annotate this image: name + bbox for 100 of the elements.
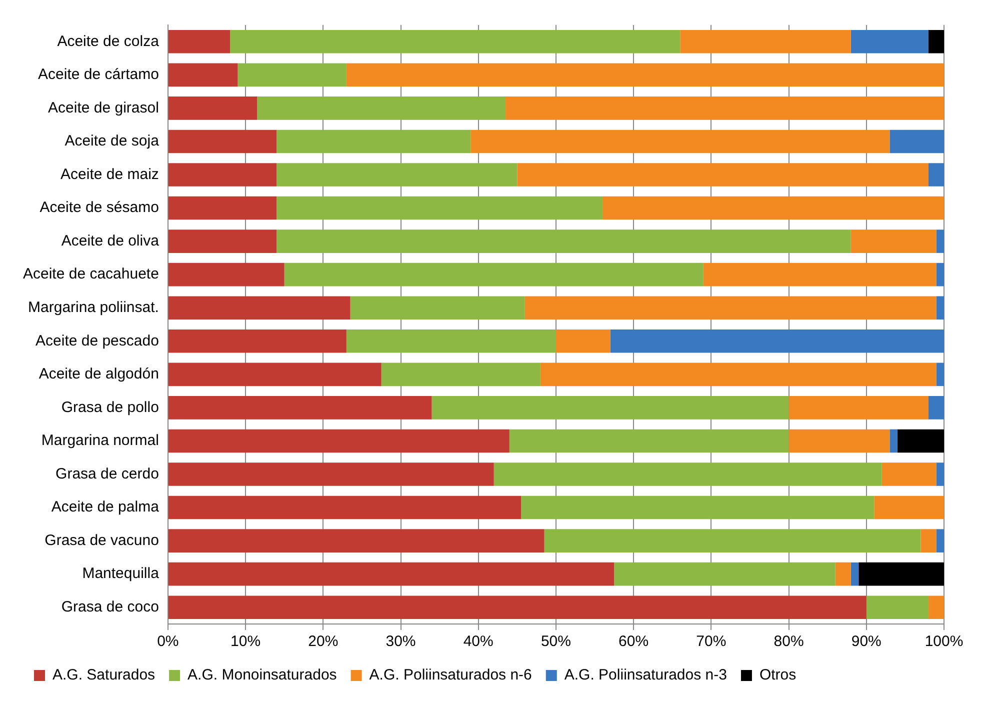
bar xyxy=(276,163,518,186)
y-tick-label: Aceite de cacahuete xyxy=(22,266,159,283)
legend-label: Otros xyxy=(759,666,796,684)
y-tick-label: Grasa de coco xyxy=(61,598,159,616)
bar xyxy=(890,130,944,154)
bar xyxy=(936,529,944,552)
bar xyxy=(168,296,350,320)
x-tick-label: 20% xyxy=(308,633,338,650)
y-tick-label: Aceite de girasol xyxy=(48,99,159,116)
bar xyxy=(168,396,432,420)
bar xyxy=(276,130,471,154)
x-tick-label: 80% xyxy=(774,633,804,650)
x-tick-label: 0% xyxy=(157,633,179,650)
bar xyxy=(890,429,898,453)
bar xyxy=(168,496,522,520)
bar xyxy=(470,130,890,154)
bar xyxy=(928,396,944,420)
bar xyxy=(257,96,506,120)
bar xyxy=(882,462,936,486)
bar xyxy=(168,196,277,220)
bar xyxy=(168,230,277,253)
bar xyxy=(276,230,851,253)
bar xyxy=(168,163,277,186)
y-tick-label: Aceite de sésamo xyxy=(40,199,159,216)
legend-label: A.G. Monoinsaturados xyxy=(188,666,337,684)
x-tick-label: 30% xyxy=(386,633,416,650)
bar xyxy=(680,30,851,54)
bar xyxy=(168,529,544,552)
bar xyxy=(276,196,603,220)
bar xyxy=(284,262,704,286)
legend-label: A.G. Saturados xyxy=(52,666,156,684)
y-tick-label: Aceite de maiz xyxy=(60,166,159,183)
x-tick-label: 100% xyxy=(924,633,964,650)
y-tick-label: Aceite de cártamo xyxy=(38,66,159,84)
bar xyxy=(168,130,277,154)
x-tick-label: 60% xyxy=(618,633,649,650)
y-tick-label: Aceite de colza xyxy=(57,32,160,50)
legend-label: A.G. Poliinsaturados n-3 xyxy=(564,666,727,684)
bar xyxy=(788,396,928,420)
bar xyxy=(381,362,540,386)
bar xyxy=(168,329,346,353)
bar xyxy=(517,163,928,186)
bar xyxy=(928,30,944,54)
bar xyxy=(494,462,882,486)
bar xyxy=(920,529,936,552)
bar xyxy=(788,429,890,453)
bar xyxy=(168,96,258,120)
legend-label: A.G. Poliinsaturados n-6 xyxy=(369,666,532,684)
y-tick-label: Margarina poliinsat. xyxy=(28,299,159,316)
y-tick-label: Aceite de algodón xyxy=(38,366,159,383)
bar xyxy=(835,562,851,586)
bar xyxy=(703,262,936,286)
bar xyxy=(230,30,680,54)
y-tick-label: Mantequilla xyxy=(82,565,160,582)
bar xyxy=(540,362,936,386)
x-tick-label: 40% xyxy=(463,633,494,650)
bar xyxy=(897,429,944,453)
bar xyxy=(238,63,346,87)
bar xyxy=(521,496,874,520)
y-tick-label: Aceite de oliva xyxy=(61,232,160,250)
x-tick-label: 70% xyxy=(696,633,726,650)
x-tick-label: 10% xyxy=(230,633,261,650)
y-tick-label: Aceite de soja xyxy=(64,132,160,150)
x-tick-label: 90% xyxy=(851,633,882,650)
bar xyxy=(928,596,944,620)
bar xyxy=(168,362,382,386)
bar xyxy=(858,562,944,586)
bar xyxy=(509,429,789,453)
bar xyxy=(874,496,944,520)
bar xyxy=(936,362,944,386)
y-tick-label: Aceite de pescado xyxy=(36,332,159,350)
bar xyxy=(610,329,944,353)
bar xyxy=(168,30,230,54)
bar xyxy=(168,562,614,586)
bar xyxy=(544,529,921,552)
y-tick-label: Aceite de palma xyxy=(51,498,160,516)
bar xyxy=(432,396,789,420)
bar xyxy=(346,63,944,87)
bar xyxy=(168,429,510,453)
bar xyxy=(936,262,944,286)
bar xyxy=(936,462,944,486)
bar xyxy=(614,562,836,586)
bar xyxy=(556,329,610,353)
bar xyxy=(168,262,284,286)
y-tick-label: Grasa de pollo xyxy=(61,398,159,416)
bar xyxy=(168,462,494,486)
bar xyxy=(602,196,944,220)
y-tick-label: Grasa de vacuno xyxy=(44,532,159,549)
bar xyxy=(168,63,238,87)
bar xyxy=(850,230,936,253)
bar xyxy=(168,596,866,620)
y-tick-label: Grasa de cerdo xyxy=(56,465,159,482)
bar xyxy=(350,296,525,320)
bar xyxy=(936,230,944,253)
bar xyxy=(866,596,928,620)
y-tick-label: Margarina normal xyxy=(41,432,159,450)
bar xyxy=(524,296,936,320)
bar xyxy=(346,329,556,353)
bar xyxy=(506,96,944,120)
x-tick-label: 50% xyxy=(540,633,571,650)
